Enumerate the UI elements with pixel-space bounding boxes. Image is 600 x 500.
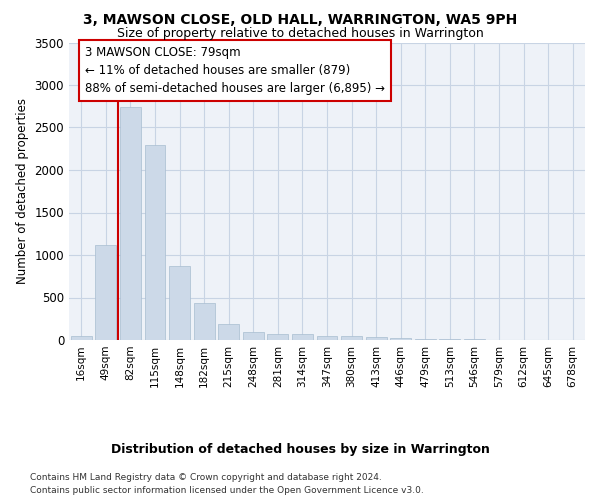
Bar: [71, 336, 92, 340]
Bar: [194, 304, 215, 340]
Y-axis label: Number of detached properties: Number of detached properties: [16, 98, 29, 284]
Bar: [317, 336, 337, 340]
Bar: [95, 245, 116, 340]
Text: Size of property relative to detached houses in Warrington: Size of property relative to detached ho…: [116, 28, 484, 40]
Text: Contains public sector information licensed under the Open Government Licence v3: Contains public sector information licen…: [30, 486, 424, 495]
Bar: [145, 144, 166, 340]
Bar: [390, 338, 411, 340]
Bar: [218, 324, 239, 340]
Bar: [169, 266, 190, 340]
Bar: [243, 332, 264, 340]
Bar: [341, 336, 362, 340]
Bar: [415, 339, 436, 340]
Text: 3, MAWSON CLOSE, OLD HALL, WARRINGTON, WA5 9PH: 3, MAWSON CLOSE, OLD HALL, WARRINGTON, W…: [83, 12, 517, 26]
Bar: [365, 338, 386, 340]
Text: 3 MAWSON CLOSE: 79sqm
← 11% of detached houses are smaller (879)
88% of semi-det: 3 MAWSON CLOSE: 79sqm ← 11% of detached …: [85, 46, 385, 95]
Bar: [268, 334, 289, 340]
Bar: [292, 334, 313, 340]
Bar: [120, 107, 141, 340]
Text: Contains HM Land Registry data © Crown copyright and database right 2024.: Contains HM Land Registry data © Crown c…: [30, 472, 382, 482]
Text: Distribution of detached houses by size in Warrington: Distribution of detached houses by size …: [110, 442, 490, 456]
